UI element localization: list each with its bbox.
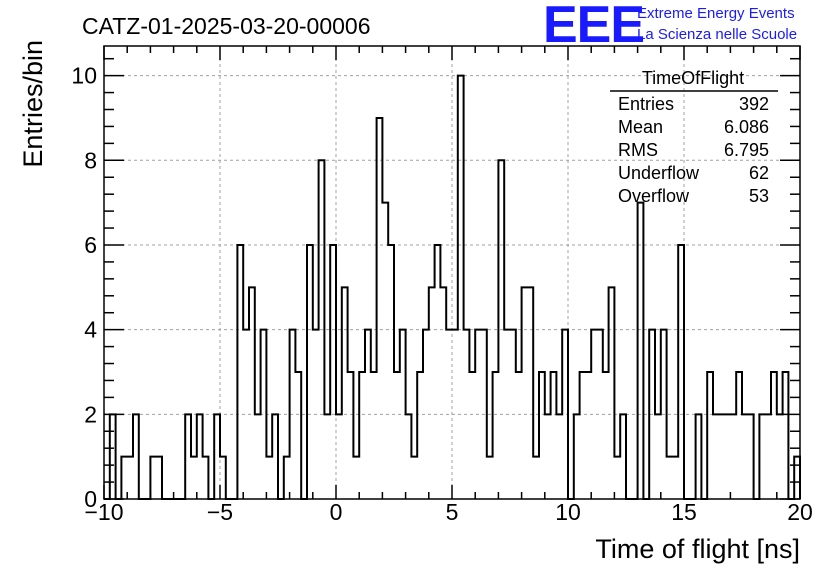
- y-axis-label: Entries/bin: [18, 40, 48, 168]
- stats-value-overflow: 53: [749, 186, 769, 206]
- x-tick-label: 20: [787, 499, 813, 525]
- stats-box: TimeOfFlight Entries 392 Mean 6.086 RMS 6.795…: [610, 68, 778, 206]
- stats-box-title: TimeOfFlight: [642, 68, 744, 88]
- y-tick-label: 10: [71, 63, 97, 89]
- y-tick-label: 4: [84, 317, 97, 343]
- eee-logo-line1: Extreme Energy Events: [637, 5, 795, 22]
- y-tick-label: 6: [84, 232, 97, 258]
- stats-label-underflow: Underflow: [618, 163, 700, 183]
- eee-logo: EEE Extreme Energy Events La Scienza nel…: [543, 0, 797, 54]
- stats-value-underflow: 62: [749, 163, 769, 183]
- x-tick-label: 0: [330, 499, 343, 525]
- x-tick-label: −10: [84, 499, 123, 525]
- y-tick-label: 0: [84, 486, 97, 512]
- x-tick-labels: −10 −5 0 5 10 15 20: [84, 499, 812, 525]
- stats-value-rms: 6.795: [724, 140, 769, 160]
- stats-value-mean: 6.086: [724, 117, 769, 137]
- y-tick-labels: 0 2 4 6 8 10: [71, 63, 97, 512]
- stats-label-overflow: Overflow: [618, 186, 690, 206]
- stats-box-rows: Entries 392 Mean 6.086 RMS 6.795 Underflow 62 Ov…: [618, 94, 769, 206]
- stats-label-entries: Entries: [618, 94, 674, 114]
- chart-title: CATZ-01-2025-03-20-00006: [82, 13, 371, 39]
- stats-label-rms: RMS: [618, 140, 658, 160]
- plot-frame: [103, 45, 801, 500]
- y-tick-label: 8: [84, 147, 97, 173]
- x-tick-label: 10: [555, 499, 581, 525]
- histogram-line: [104, 74, 801, 500]
- x-axis-label: Time of flight [ns]: [595, 534, 800, 564]
- stats-label-mean: Mean: [618, 117, 663, 137]
- x-tick-label: 15: [671, 499, 697, 525]
- y-tick-label: 2: [84, 401, 97, 427]
- eee-logo-mark: EEE: [543, 0, 644, 54]
- x-tick-label: −5: [207, 499, 233, 525]
- x-tick-label: 5: [446, 499, 459, 525]
- eee-logo-line2: La Scienza nelle Scuole: [637, 26, 797, 43]
- stats-value-entries: 392: [739, 94, 769, 114]
